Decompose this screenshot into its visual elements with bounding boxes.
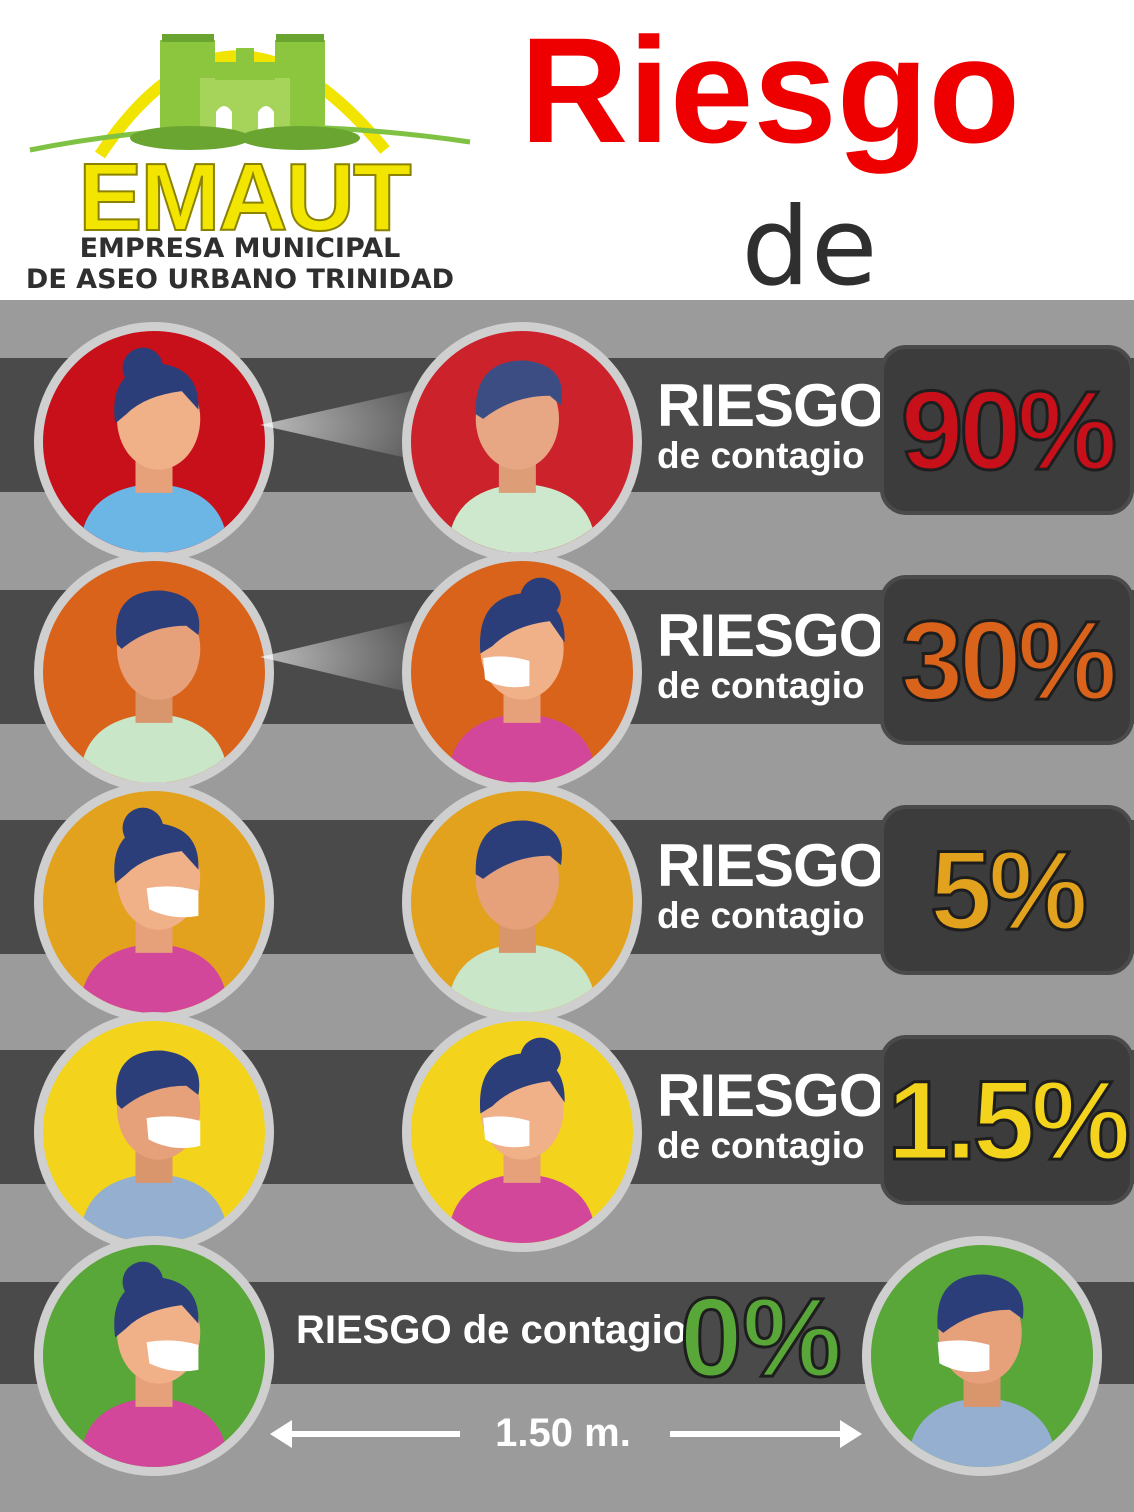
emaut-wordmark: EMAUT [77, 144, 412, 251]
avatar-man-masked-yellow [34, 1012, 274, 1252]
woman-no-mask-icon [80, 347, 228, 553]
percent-box-4: 1.5% [880, 1035, 1134, 1205]
risk-label-2-big: RIESGO [657, 602, 885, 669]
avatar-woman-speaking-red [34, 322, 274, 562]
header: EMAUT EMPRESA MUNICIPAL DE ASEO URBANO T… [0, 0, 1134, 428]
man-no-mask-icon [411, 331, 633, 553]
distance-label: 1.50 m. [495, 1411, 631, 1455]
percent-box-3: 5% [880, 805, 1134, 975]
percent-value-5: 0% [679, 1275, 844, 1400]
woman-mask-icon-4 [80, 1261, 228, 1467]
risk-label-1-big: RIESGO [657, 372, 885, 439]
risk-label-4: RIESGO de contagio [657, 1062, 885, 1166]
percent-value-3: 5% [929, 826, 1090, 954]
avatar-woman-masked-yellow [402, 1012, 642, 1252]
emaut-logo-graphic [29, 34, 471, 159]
woman-mask-icon-3 [448, 1037, 596, 1243]
logo-subtitle-line1: EMPRESA MUNICIPAL [79, 233, 401, 264]
logo-subtitle-line2: DE ASEO URBANO TRINIDAD [25, 264, 455, 295]
distance-arrow-icon [270, 1420, 862, 1448]
risk-label-3: RIESGO de contagio [657, 832, 885, 936]
risk-label-2: RIESGO de contagio [657, 602, 885, 706]
risk-label-3-big: RIESGO [657, 832, 885, 899]
woman-mask-icon [448, 577, 596, 783]
percent-box-1: 90% [880, 345, 1134, 515]
percent-value-2: 30% [899, 596, 1118, 724]
risk-label-4-small: de contagio [657, 1125, 865, 1166]
man-no-mask-icon-3 [448, 820, 596, 1013]
risk-label-4-big: RIESGO [657, 1062, 885, 1129]
percent-value-1: 90% [899, 366, 1118, 494]
avatar-man-exposed-red [402, 322, 642, 562]
woman-mask-icon-2 [80, 807, 228, 1013]
percent-value-4: 1.5% [886, 1056, 1132, 1184]
avatar-woman-masked-orange [402, 552, 642, 792]
risk-label-3-small: de contagio [657, 895, 865, 936]
risk-label-5: RIESGO de contagio [296, 1308, 688, 1352]
man-mask-icon-2 [908, 1274, 1056, 1467]
avatar-man-amber [402, 782, 642, 1022]
risk-label-2-small: de contagio [657, 665, 865, 706]
avatar-man-speaking-orange [34, 552, 274, 792]
avatar-man-masked-green [862, 1236, 1102, 1476]
risk-label-1-small: de contagio [657, 435, 865, 476]
avatar-woman-masked-green [34, 1236, 274, 1476]
man-mask-icon [80, 1050, 228, 1243]
percent-box-2: 30% [880, 575, 1134, 745]
emaut-logo: EMAUT EMPRESA MUNICIPAL DE ASEO URBANO T… [0, 0, 490, 300]
page-title-line1: Riesgo [519, 6, 1021, 174]
avatar-woman-masked-amber [34, 782, 274, 1022]
risk-label-1: RIESGO de contagio [657, 372, 885, 476]
man-no-mask-icon-2 [80, 590, 228, 783]
